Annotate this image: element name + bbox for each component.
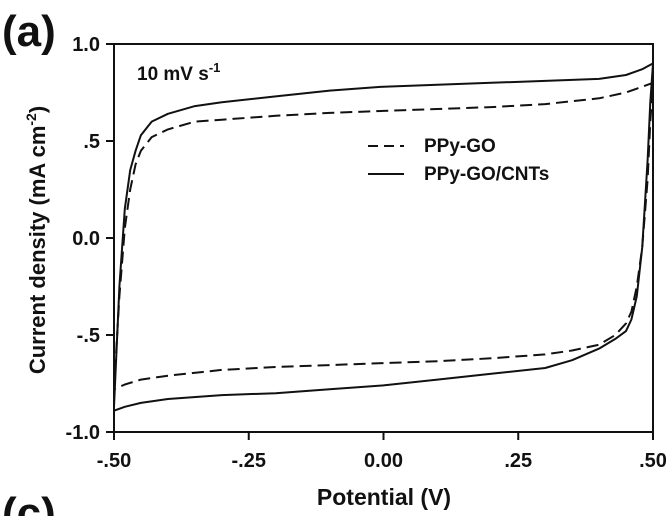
y-tick-label: -1.0 <box>66 422 100 444</box>
scan-rate-annotation: 10 mV s-1 <box>137 60 220 85</box>
series-line-ppy-go-cnts <box>113 62 654 412</box>
y-axis-label: Current density (mA cm-2) <box>23 106 50 374</box>
series-line-ppy-go <box>113 81 654 391</box>
y-tick-label: 0.0 <box>72 228 100 250</box>
legend-label-ppy-go-cnts: PPy-GO/CNTs <box>424 164 549 185</box>
legend-label-ppy-go: PPy-GO <box>424 136 496 157</box>
y-tick-label: .5 <box>83 131 100 153</box>
x-tick-label: 0.00 <box>364 450 403 472</box>
panel-label: (a) <box>2 7 56 56</box>
axis-ticks: -.50 -.25 0.00 .25 .50 -1.0 -.5 0.0 .5 1.0 <box>66 34 667 472</box>
y-tick-label: -.5 <box>77 325 100 347</box>
next-panel-label: (c) <box>2 489 56 516</box>
legend: PPy-GO PPy-GO/CNTs <box>368 136 549 185</box>
series-layer <box>113 62 654 412</box>
x-tick-label: .50 <box>639 450 667 472</box>
y-tick-label: 1.0 <box>72 34 100 56</box>
x-tick-label: .25 <box>504 450 532 472</box>
x-axis-label: Potential (V) <box>317 484 451 510</box>
x-tick-label: -.50 <box>97 450 131 472</box>
x-tick-label: -.25 <box>232 450 266 472</box>
